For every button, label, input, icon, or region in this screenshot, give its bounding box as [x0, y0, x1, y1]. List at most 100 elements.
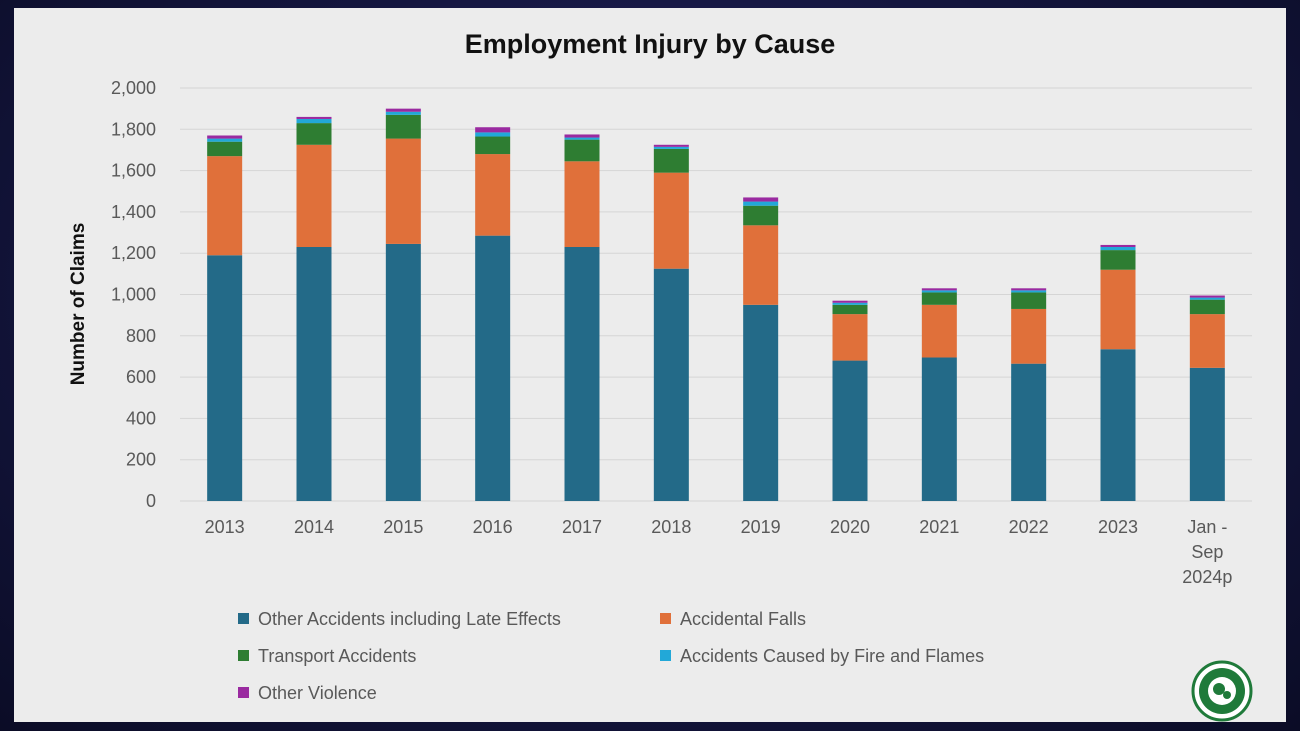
bar-segment [1189, 367, 1225, 501]
gridlines [180, 87, 1252, 502]
chart: Employment Injury by Cause Number of Cla… [68, 29, 1253, 722]
bar-segment [653, 172, 689, 269]
x-axis-ticks: 2013 2014 2015 2016 2017 2018 2019 2020 2021 2022… [205, 517, 1233, 587]
legend-swatch [660, 650, 671, 661]
bar-segment [385, 114, 421, 139]
bar-segment [921, 357, 957, 501]
bars [207, 108, 1225, 501]
bar-segment [1011, 363, 1047, 501]
bar-segment [296, 118, 332, 124]
bar-segment [207, 138, 243, 142]
bar-segment [296, 116, 332, 119]
bar-segment [385, 138, 421, 244]
bar-segment [921, 290, 957, 293]
bar-segment [475, 132, 511, 137]
bar-segment [385, 108, 421, 112]
x-tick-label: 2015 [383, 517, 423, 537]
bar-segment [564, 247, 600, 501]
bar-segment [475, 235, 511, 501]
y-tick-label: 1,800 [111, 119, 156, 139]
bar-segment [743, 304, 779, 501]
bar-segment [1011, 290, 1047, 293]
bar-segment [475, 154, 511, 236]
bar-segment [296, 123, 332, 145]
legend-item: Other Violence [238, 683, 377, 703]
bar-segment [1100, 244, 1136, 248]
bar-segment [564, 137, 600, 140]
bar-segment [1100, 250, 1136, 270]
bar-segment [653, 268, 689, 501]
x-tick-label: 2020 [830, 517, 870, 537]
bar-segment [653, 144, 689, 147]
bar-segment [743, 225, 779, 305]
y-tick-label: 800 [126, 326, 156, 346]
legend-label: Transport Accidents [258, 646, 416, 666]
y-tick-label: 1,000 [111, 285, 156, 305]
y-tick-label: 400 [126, 408, 156, 428]
y-tick-label: 600 [126, 367, 156, 387]
x-tick-label: 2013 [205, 517, 245, 537]
bar-segment [1011, 288, 1047, 291]
y-axis-ticks: 0 200 400 600 800 1,000 1,200 1,400 1,600 1,800 2,… [111, 78, 156, 511]
bar-segment [207, 135, 243, 139]
legend-item: Transport Accidents [238, 646, 416, 666]
y-tick-label: 2,000 [111, 78, 156, 98]
bar-segment [564, 161, 600, 248]
legend-swatch [238, 650, 249, 661]
bar-segment [207, 255, 243, 501]
bar-segment [743, 201, 779, 206]
bar-segment [1011, 308, 1047, 364]
x-tick-label: 2022 [1009, 517, 1049, 537]
bar-segment [832, 300, 868, 303]
bar-segment [385, 243, 421, 501]
y-tick-label: 200 [126, 450, 156, 470]
bar-segment [207, 141, 243, 157]
legend-swatch [238, 613, 249, 624]
legend-label: Other Violence [258, 683, 377, 703]
bar-segment [832, 304, 868, 315]
x-tick-label: 2019 [741, 517, 781, 537]
bar-segment [743, 205, 779, 226]
slide: Employment Injury by Cause Number of Cla… [14, 8, 1286, 722]
y-tick-label: 1,400 [111, 202, 156, 222]
bar-segment [1011, 292, 1047, 309]
bar-segment [1100, 269, 1136, 350]
bar-segment [921, 292, 957, 305]
bar-segment [1100, 349, 1136, 501]
legend-label: Accidental Falls [680, 609, 806, 629]
chart-title: Employment Injury by Cause [465, 29, 836, 59]
legend-item: Accidental Falls [660, 609, 806, 629]
y-axis-label: Number of Claims [68, 223, 89, 386]
x-tick-label: Jan -Sep 2024p [1182, 517, 1232, 587]
bar-segment [653, 148, 689, 173]
bar-segment [564, 134, 600, 138]
bar-segment [1189, 314, 1225, 368]
bar-segment [921, 288, 957, 291]
bar-segment [564, 139, 600, 162]
legend-label: Other Accidents including Late Effects [258, 609, 561, 629]
bar-segment [1189, 297, 1225, 300]
bar-segment [832, 302, 868, 305]
bar-segment [1189, 295, 1225, 298]
x-tick-label: 2014 [294, 517, 334, 537]
bar-segment [385, 111, 421, 115]
bar-segment [1189, 299, 1225, 315]
bar-segment [296, 247, 332, 501]
y-tick-label: 1,600 [111, 161, 156, 181]
bar-segment [743, 197, 779, 202]
bar-segment [1100, 247, 1136, 251]
x-tick-label: 2016 [473, 517, 513, 537]
bar-segment [921, 304, 957, 358]
bar-segment [832, 314, 868, 361]
y-tick-label: 0 [146, 491, 156, 511]
legend-swatch [238, 687, 249, 698]
bar-segment [832, 360, 868, 501]
x-tick-label: 2017 [562, 517, 602, 537]
legend-swatch [660, 613, 671, 624]
ssb-logo [1191, 660, 1253, 722]
bar-segment [475, 136, 511, 155]
legend-item: Accidents Caused by Fire and Flames [660, 646, 984, 666]
x-tick-label: 2018 [651, 517, 691, 537]
bar-segment [475, 127, 511, 133]
bar-segment [653, 146, 689, 149]
